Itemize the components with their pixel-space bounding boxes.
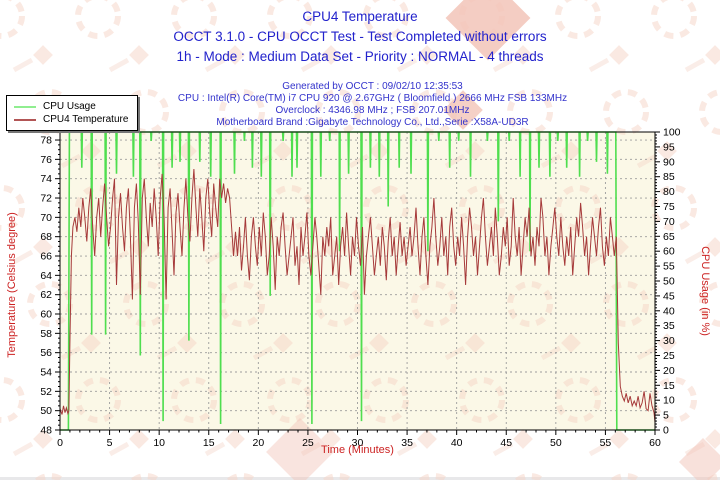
axis-ticks [55, 131, 660, 435]
svg-text:76: 76 [40, 154, 52, 166]
bottom-edge-strip [0, 477, 720, 480]
svg-text:5: 5 [663, 410, 669, 422]
svg-text:85: 85 [663, 171, 675, 183]
left-axis-title: Temperature (Celsius degree) [6, 212, 18, 358]
svg-text:15: 15 [663, 380, 675, 392]
info-motherboard: Motherboard Brand :Gigabyte Technology C… [216, 117, 529, 128]
page-title: CPU4 Temperature [302, 9, 418, 24]
svg-text:10: 10 [153, 437, 165, 449]
svg-text:5: 5 [107, 437, 113, 449]
svg-text:64: 64 [40, 270, 52, 282]
svg-text:20: 20 [663, 365, 675, 377]
svg-text:58: 58 [40, 328, 52, 340]
legend-item-cpu4-temperature: CPU4 Temperature [14, 113, 128, 126]
watermark-diamond-icon [445, 0, 531, 61]
svg-text:48: 48 [40, 425, 52, 437]
system-info-block: Generated by OCCT : 09/02/10 12:35:53 CP… [25, 81, 720, 129]
svg-text:78: 78 [40, 135, 52, 147]
svg-text:30: 30 [663, 335, 675, 347]
svg-text:0: 0 [57, 437, 63, 449]
svg-text:25: 25 [663, 350, 675, 362]
info-cpu: CPU : Intel(R) Core(TM) i7 CPU 920 @ 2.6… [177, 93, 568, 104]
svg-text:95: 95 [663, 141, 675, 153]
watermark-diamond-icon [678, 437, 720, 480]
svg-text:68: 68 [40, 231, 52, 243]
info-overclock: Overclock : 4346.98 MHz ; FSB 207.01MHz [275, 105, 470, 116]
svg-text:54: 54 [40, 367, 52, 379]
chart-titles: CPU4 Temperature OCCT 3.1.0 - CPU OCCT T… [0, 7, 720, 67]
svg-text:30: 30 [352, 437, 364, 449]
svg-text:75: 75 [663, 201, 675, 213]
svg-text:50: 50 [550, 437, 562, 449]
cpu4-temperature-line-swatch-icon [14, 118, 36, 121]
cpu4-temperature-line [59, 168, 656, 423]
svg-text:56: 56 [40, 347, 52, 359]
chart-legend: CPU Usage CPU4 Temperature [6, 95, 139, 131]
svg-text:40: 40 [663, 305, 675, 317]
svg-text:74: 74 [40, 173, 52, 185]
svg-text:40: 40 [451, 437, 463, 449]
svg-text:0: 0 [663, 425, 669, 437]
svg-text:55: 55 [600, 437, 612, 449]
axis-tick-labels: 0 5 10 15 20 25 30 35 40 45 50 55 604850525456586062… [40, 127, 680, 450]
subtitle-test-result: OCCT 3.1.0 - CPU OCCT Test - Test Comple… [173, 29, 547, 44]
svg-text:35: 35 [663, 320, 675, 332]
svg-text:62: 62 [40, 289, 52, 301]
svg-text:70: 70 [40, 212, 52, 224]
svg-text:72: 72 [40, 193, 52, 205]
svg-text:60: 60 [649, 437, 661, 449]
info-generated: Generated by OCCT : 09/02/10 12:35:53 [282, 81, 463, 92]
svg-text:10: 10 [663, 395, 675, 407]
legend-label-cpu-usage: CPU Usage [43, 101, 96, 112]
svg-text:45: 45 [500, 437, 512, 449]
svg-text:80: 80 [663, 186, 675, 198]
svg-text:15: 15 [203, 437, 215, 449]
svg-text:35: 35 [401, 437, 413, 449]
svg-text:25: 25 [302, 437, 314, 449]
cpu-usage-line-swatch-icon [14, 105, 36, 108]
svg-text:100: 100 [663, 127, 681, 139]
svg-text:65: 65 [663, 231, 675, 243]
svg-text:60: 60 [40, 309, 52, 321]
svg-text:66: 66 [40, 251, 52, 263]
svg-text:45: 45 [663, 290, 675, 302]
plot-background [60, 132, 655, 430]
x-axis-title: Time (Minutes) [321, 444, 394, 456]
svg-text:52: 52 [40, 386, 52, 398]
svg-text:60: 60 [663, 246, 675, 258]
legend-label-cpu4-temperature: CPU4 Temperature [43, 114, 129, 125]
svg-text:90: 90 [663, 156, 675, 168]
svg-text:20: 20 [252, 437, 264, 449]
svg-text:70: 70 [663, 216, 675, 228]
watermark-diamond-icon [266, 418, 334, 480]
subtitle-mode: 1h - Mode : Medium Data Set - Priority :… [176, 49, 544, 64]
right-axis-title: CPU Usage (in %) [699, 246, 711, 336]
svg-text:50: 50 [40, 405, 52, 417]
legend-item-cpu-usage: CPU Usage [14, 100, 128, 113]
svg-text:55: 55 [663, 261, 675, 273]
svg-text:50: 50 [663, 276, 675, 288]
